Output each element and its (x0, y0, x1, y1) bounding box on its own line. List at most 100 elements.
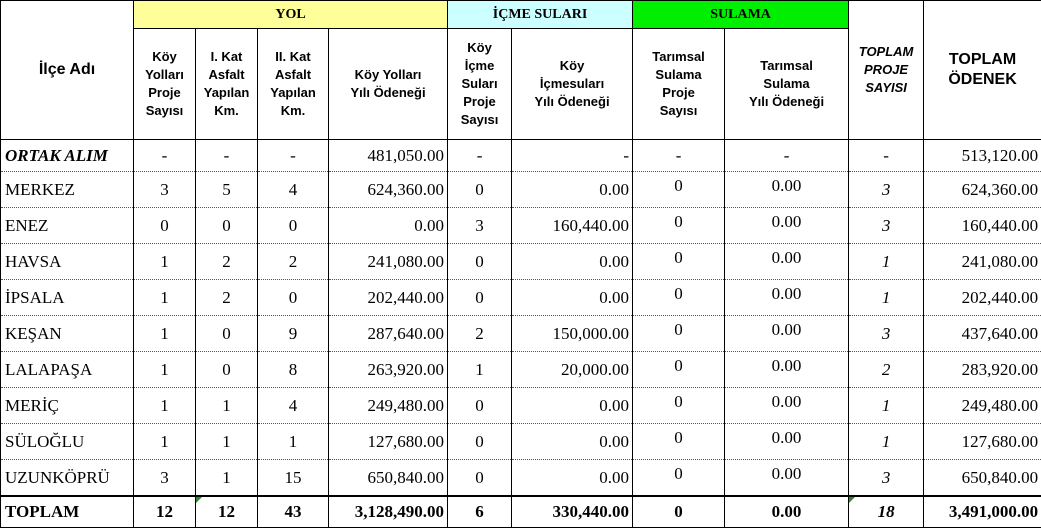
cell-koy-proje: 1 (134, 424, 196, 460)
district-name: UZUNKÖPRÜ (1, 460, 134, 497)
cell-sulama-proje: - (633, 140, 725, 172)
cell-icme-proje: 0 (448, 424, 512, 460)
cell-kat2: 4 (258, 388, 329, 424)
district-name: SÜLOĞLU (1, 424, 134, 460)
group-sulama: SULAMA (633, 1, 849, 29)
cell-kat2: 8 (258, 352, 329, 388)
total-toplam-proje: 18 (849, 496, 924, 528)
total-koy-proje: 12 (134, 496, 196, 528)
cell-icme-odenek: 20,000.00 (512, 352, 633, 388)
cell-yol-odenek: 263,920.00 (329, 352, 448, 388)
cell-toplam-proje: 3 (849, 172, 924, 208)
cell-icme-proje: - (448, 140, 512, 172)
cell-toplam-proje: 1 (849, 388, 924, 424)
header-icme-proje: Köy İçme Suları Proje Sayısı (448, 29, 512, 140)
cell-icme-odenek: 0.00 (512, 244, 633, 280)
cell-toplam-odenek: 624,360.00 (924, 172, 1041, 208)
cell-sulama-odenek: 0.00 (725, 352, 849, 388)
cell-toplam-odenek: 283,920.00 (924, 352, 1041, 388)
cell-yol-odenek: 0.00 (329, 208, 448, 244)
table-row: ORTAK ALIM - - - 481,050.00 - - - - - 51… (1, 140, 1041, 172)
cell-yol-odenek: 624,360.00 (329, 172, 448, 208)
cell-kat2: 0 (258, 280, 329, 316)
cell-toplam-proje: - (849, 140, 924, 172)
cell-kat1: 0 (196, 316, 258, 352)
total-sulama-proje: 0 (633, 496, 725, 528)
cell-sulama-proje: 0 (633, 460, 725, 497)
district-name: HAVSA (1, 244, 134, 280)
table-row: HAVSA 1 2 2 241,080.00 0 0.00 0 0.00 1 2… (1, 244, 1041, 280)
cell-toplam-odenek: 127,680.00 (924, 424, 1041, 460)
district-name: KEŞAN (1, 316, 134, 352)
cell-sulama-proje: 0 (633, 424, 725, 460)
cell-sulama-proje: 0 (633, 208, 725, 244)
cell-sulama-odenek: 0.00 (725, 316, 849, 352)
cell-kat1: 1 (196, 424, 258, 460)
table-row: ENEZ 0 0 0 0.00 3 160,440.00 0 0.00 3 16… (1, 208, 1041, 244)
header-district: İlçe Adı (1, 1, 134, 140)
cell-sulama-odenek: 0.00 (725, 388, 849, 424)
cell-yol-odenek: 249,480.00 (329, 388, 448, 424)
cell-kat1: 1 (196, 388, 258, 424)
cell-icme-proje: 0 (448, 244, 512, 280)
cell-icme-proje: 0 (448, 172, 512, 208)
district-name: LALAPAŞA (1, 352, 134, 388)
cell-toplam-proje: 1 (849, 424, 924, 460)
cell-icme-odenek: 150,000.00 (512, 316, 633, 352)
cell-yol-odenek: 241,080.00 (329, 244, 448, 280)
total-toplam-odenek: 3,491,000.00 (924, 496, 1041, 528)
header-kat1: I. Kat Asfalt Yapılan Km. (196, 29, 258, 140)
cell-toplam-proje: 2 (849, 352, 924, 388)
header-sulama-odenek: Tarımsal Sulama Yılı Ödeneği (725, 29, 849, 140)
total-kat1: 12 (196, 496, 258, 528)
cell-koy-proje: 1 (134, 280, 196, 316)
cell-toplam-proje: 1 (849, 244, 924, 280)
table-row: LALAPAŞA 1 0 8 263,920.00 1 20,000.00 0 … (1, 352, 1041, 388)
total-icme-odenek: 330,440.00 (512, 496, 633, 528)
table-row: MERKEZ 3 5 4 624,360.00 0 0.00 0 0.00 3 … (1, 172, 1041, 208)
cell-yol-odenek: 650,840.00 (329, 460, 448, 497)
cell-icme-odenek: 0.00 (512, 424, 633, 460)
header-toplam-odenek: TOPLAM ÖDENEK (924, 1, 1041, 140)
total-icme-proje: 6 (448, 496, 512, 528)
cell-icme-proje: 0 (448, 388, 512, 424)
cell-yol-odenek: 287,640.00 (329, 316, 448, 352)
cell-icme-proje: 0 (448, 460, 512, 497)
cell-sulama-odenek: 0.00 (725, 244, 849, 280)
cell-koy-proje: 1 (134, 244, 196, 280)
cell-kat2: 4 (258, 172, 329, 208)
cell-sulama-proje: 0 (633, 280, 725, 316)
cell-sulama-odenek: 0.00 (725, 280, 849, 316)
header-icme-odenek: Köy İçmesuları Yılı Ödeneği (512, 29, 633, 140)
header-koy-yollari-proje: Köy Yolları Proje Sayısı (134, 29, 196, 140)
district-name: İPSALA (1, 280, 134, 316)
cell-sulama-proje: 0 (633, 388, 725, 424)
total-yol-odenek: 3,128,490.00 (329, 496, 448, 528)
table-row: MERİÇ 1 1 4 249,480.00 0 0.00 0 0.00 1 2… (1, 388, 1041, 424)
cell-toplam-odenek: 437,640.00 (924, 316, 1041, 352)
cell-toplam-odenek: 650,840.00 (924, 460, 1041, 497)
cell-kat1: 2 (196, 244, 258, 280)
cell-kat2: 1 (258, 424, 329, 460)
table-row: KEŞAN 1 0 9 287,640.00 2 150,000.00 0 0.… (1, 316, 1041, 352)
cell-yol-odenek: 481,050.00 (329, 140, 448, 172)
cell-toplam-proje: 1 (849, 280, 924, 316)
table-row: UZUNKÖPRÜ 3 1 15 650,840.00 0 0.00 0 0.0… (1, 460, 1041, 497)
cell-icme-odenek: 0.00 (512, 388, 633, 424)
cell-kat1: 2 (196, 280, 258, 316)
group-icme: İÇME SULARI (448, 1, 633, 29)
cell-toplam-odenek: 249,480.00 (924, 388, 1041, 424)
table-row: SÜLOĞLU 1 1 1 127,680.00 0 0.00 0 0.00 1… (1, 424, 1041, 460)
header-toplam-proje: TOPLAM PROJE SAYISI (849, 1, 924, 140)
cell-sulama-odenek: 0.00 (725, 424, 849, 460)
cell-toplam-proje: 3 (849, 460, 924, 497)
cell-kat2: 9 (258, 316, 329, 352)
district-name: ORTAK ALIM (1, 140, 134, 172)
cell-sulama-proje: 0 (633, 244, 725, 280)
total-kat2: 43 (258, 496, 329, 528)
cell-sulama-odenek: - (725, 140, 849, 172)
cell-sulama-proje: 0 (633, 172, 725, 208)
cell-toplam-odenek: 202,440.00 (924, 280, 1041, 316)
total-row: TOPLAM 12 12 43 3,128,490.00 6 330,440.0… (1, 496, 1041, 528)
